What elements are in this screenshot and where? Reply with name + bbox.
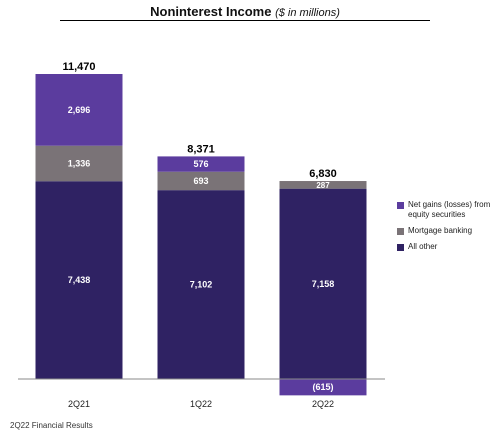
chart-title: Noninterest Income ($ in millions) xyxy=(60,4,430,19)
legend: Net gains (losses) from equity securitie… xyxy=(397,200,500,258)
category-label: 1Q22 xyxy=(190,399,212,409)
bar-segment xyxy=(157,156,245,172)
chart-subtitle: ($ in millions) xyxy=(275,7,340,19)
bar-segment xyxy=(35,145,123,182)
segment-value-label: 576 xyxy=(193,159,208,169)
bar-segment xyxy=(35,181,123,379)
segment-value-label: 7,438 xyxy=(68,275,91,285)
category-label: 2Q22 xyxy=(312,399,334,409)
bar-segment xyxy=(157,190,245,379)
footer-text: 2Q22 Financial Results xyxy=(10,421,93,430)
legend-label: All other xyxy=(408,242,438,251)
segment-value-label: 1,336 xyxy=(68,158,91,168)
bar-segment xyxy=(279,181,367,189)
legend-swatch xyxy=(397,228,404,235)
segment-value-label: 287 xyxy=(316,181,330,190)
legend-item: All other xyxy=(397,242,500,252)
legend-swatch xyxy=(397,202,404,209)
bar-segment xyxy=(35,74,123,146)
segment-value-label: (615) xyxy=(312,382,333,392)
bar-segment xyxy=(279,379,367,396)
legend-label: Net gains (losses) from equity securitie… xyxy=(408,200,491,219)
legend-item: Net gains (losses) from equity securitie… xyxy=(397,200,500,220)
legend-item: Mortgage banking xyxy=(397,226,500,236)
chart-title-text: Noninterest Income xyxy=(150,4,272,19)
bar-total-label: 6,830 xyxy=(309,168,337,180)
bar-total-label: 11,470 xyxy=(62,61,95,73)
bar-total-label: 8,371 xyxy=(187,143,215,155)
segment-value-label: 693 xyxy=(193,176,208,186)
legend-swatch xyxy=(397,244,404,251)
segment-value-label: 7,158 xyxy=(312,279,335,289)
legend-label: Mortgage banking xyxy=(408,226,473,235)
bar-segment xyxy=(279,188,367,379)
segment-value-label: 2,696 xyxy=(68,105,91,115)
segment-value-label: 7,102 xyxy=(190,280,213,290)
title-rule xyxy=(60,20,430,21)
bar-segment xyxy=(157,171,245,191)
category-label: 2Q21 xyxy=(68,399,90,409)
